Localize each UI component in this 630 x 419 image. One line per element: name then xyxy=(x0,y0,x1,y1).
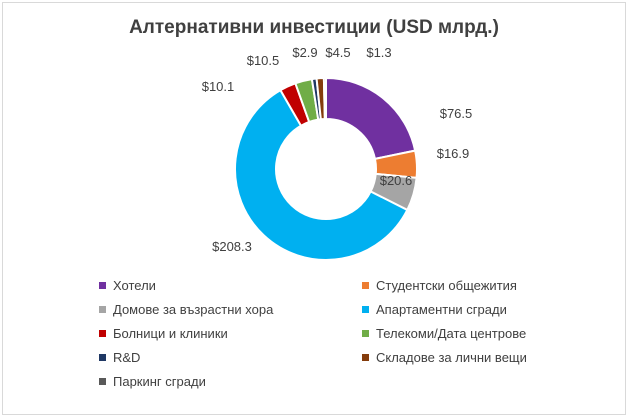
legend-swatch xyxy=(99,353,106,361)
legend-label: Студентски общежития xyxy=(376,277,517,293)
legend-label: Складове за лични вещи xyxy=(376,349,527,365)
legend-item-4: Апартаментни сгради xyxy=(362,299,579,319)
slice-4 xyxy=(234,88,409,261)
legend-label: R&D xyxy=(113,349,141,365)
data-label-5: $10.1 xyxy=(202,79,235,94)
donut-chart: $76.5 $16.9 $20.6 $208.3 $10.1 $10.5 $2.9 $4.5 $… xyxy=(202,45,473,261)
slice-9 xyxy=(322,76,327,121)
legend-item-1: Хотели xyxy=(99,275,362,295)
legend-item-2: Студентски общежития xyxy=(362,275,579,295)
data-label-3: $20.6 xyxy=(380,173,413,188)
legend-item-7: R&D xyxy=(99,347,362,367)
legend-swatch xyxy=(362,353,369,361)
slice-1 xyxy=(325,76,417,161)
data-label-2: $16.9 xyxy=(437,146,470,161)
data-label-7: $2.9 xyxy=(292,45,317,60)
legend-label: Паркинг сгради xyxy=(113,373,206,389)
legend-item-6: Телекоми/Дата центрове xyxy=(362,323,579,343)
legend-label: Телекоми/Дата центрове xyxy=(376,325,527,341)
legend-swatch xyxy=(362,281,369,289)
legend-item-5: Болници и клиники xyxy=(99,323,362,343)
legend-label: Хотели xyxy=(113,277,156,293)
legend-swatch xyxy=(99,281,106,289)
data-label-1: $76.5 xyxy=(440,106,473,121)
legend-label: Апартаментни сгради xyxy=(376,301,507,317)
chart-title: Алтернативни инвестиции (USD млрд.) xyxy=(129,17,499,38)
legend-swatch xyxy=(362,329,369,337)
legend-item-3: Домове за възрастни хора xyxy=(99,299,362,319)
legend-label: Домове за възрастни хора xyxy=(113,301,274,317)
legend-swatch xyxy=(99,329,106,337)
legend-item-8: Складове за лични вещи xyxy=(362,347,579,367)
legend-item-9: Паркинг сгради xyxy=(99,371,362,391)
legend: Хотели Студентски общежития Домове за възр… xyxy=(99,275,579,391)
data-label-8: $4.5 xyxy=(325,45,350,60)
data-label-6: $10.5 xyxy=(247,53,280,68)
legend-label: Болници и клиники xyxy=(113,325,228,341)
data-label-9: $1.3 xyxy=(366,45,391,60)
chart-area: Алтернативни инвестиции (USD млрд.) $76.… xyxy=(2,2,626,415)
legend-swatch xyxy=(362,305,369,313)
legend-swatch xyxy=(99,377,106,385)
legend-swatch xyxy=(99,305,106,313)
data-label-4: $208.3 xyxy=(212,239,252,254)
